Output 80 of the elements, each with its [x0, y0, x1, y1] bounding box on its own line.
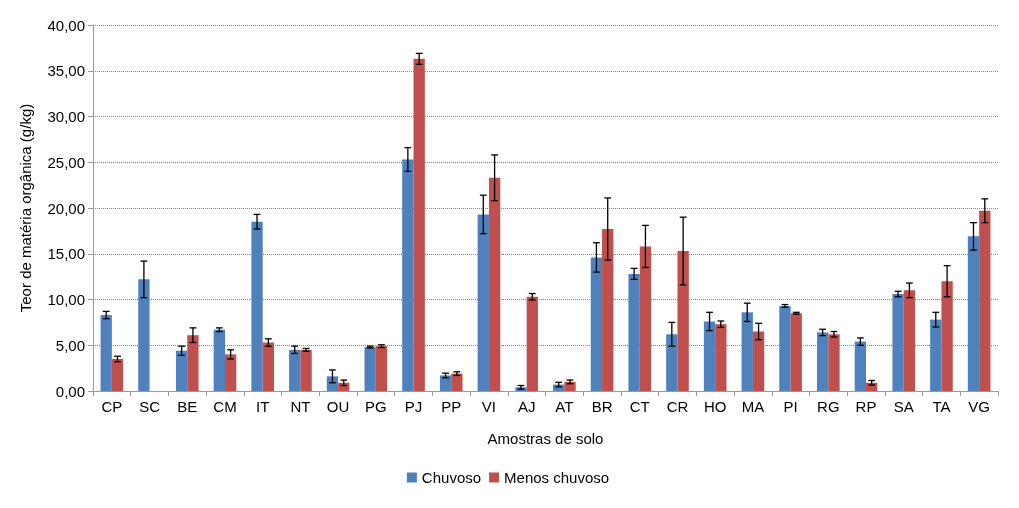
- x-tick-label: VG: [968, 398, 990, 415]
- y-tick-label: 15,00: [47, 245, 85, 263]
- bar: [930, 319, 942, 391]
- x-tick-label: CM: [213, 398, 237, 415]
- bar: [402, 159, 414, 391]
- x-tick-label: BE: [177, 398, 198, 415]
- bar: [666, 334, 678, 391]
- bar: [187, 335, 199, 391]
- bar: [892, 294, 904, 391]
- bar: [903, 290, 916, 391]
- bar: [289, 349, 301, 391]
- bar: [628, 273, 640, 391]
- y-tick-label: 20,00: [47, 199, 85, 217]
- bar: [817, 332, 829, 391]
- bar: [715, 324, 727, 391]
- x-tick-label: OU: [326, 398, 350, 415]
- x-tick-label: AT: [555, 398, 574, 415]
- y-tick-label: 30,00: [47, 108, 85, 125]
- bar: [413, 58, 425, 391]
- bar: [439, 375, 452, 391]
- x-tick-label: VI: [481, 398, 497, 415]
- x-tick-label: IT: [256, 398, 270, 415]
- x-tick-label: PP: [441, 398, 462, 415]
- bar: [564, 381, 576, 391]
- y-tick-label: 10,00: [47, 291, 85, 308]
- y-tick-label: 0,00: [55, 382, 85, 400]
- x-tick-label: HO: [703, 398, 727, 415]
- bar: [100, 315, 112, 391]
- y-tick-label: 25,00: [47, 153, 85, 171]
- bar: [741, 312, 753, 391]
- bar: [854, 341, 867, 391]
- bar: [752, 331, 765, 391]
- x-tick-label: BR: [591, 398, 613, 415]
- bar: [941, 281, 953, 391]
- bar: [251, 221, 263, 391]
- x-tick-label: TA: [932, 398, 951, 415]
- bar: [602, 229, 614, 391]
- y-tick-label: 40,00: [47, 16, 85, 34]
- x-tick-label: CT: [629, 398, 650, 415]
- bar: [364, 347, 376, 391]
- bar: [967, 236, 980, 391]
- bar: [779, 305, 791, 391]
- bar: [326, 376, 339, 391]
- bar: [262, 342, 274, 391]
- bar: [828, 334, 840, 391]
- bar: [639, 246, 652, 391]
- bar: [451, 373, 463, 391]
- bar: [300, 349, 312, 391]
- x-tick-label: MA: [741, 398, 765, 415]
- bar: [526, 296, 538, 391]
- bar: [590, 257, 603, 391]
- bar: [213, 329, 225, 391]
- bar: [175, 350, 188, 391]
- x-tick-label: PI: [783, 398, 798, 415]
- bar: [477, 214, 489, 391]
- bar: [979, 210, 991, 391]
- x-tick-label: RG: [817, 398, 840, 415]
- bar: [790, 313, 802, 391]
- x-tick-label: PG: [364, 398, 387, 415]
- legend-label: Menos chuvoso: [504, 469, 610, 486]
- x-tick-label: AJ: [517, 398, 536, 415]
- x-tick-label: NT: [290, 398, 311, 415]
- bar: [488, 177, 501, 391]
- x-tick-label: RP: [855, 398, 877, 415]
- bar: [677, 251, 689, 391]
- y-tick-label: 5,00: [55, 336, 85, 354]
- x-axis-title: Amostras de solo: [487, 430, 604, 447]
- x-tick-label: CP: [101, 398, 123, 415]
- bar: [375, 346, 388, 391]
- y-axis-title: Teor de matéria orgânica (g/kg): [17, 103, 34, 313]
- legend-label: Chuvoso: [421, 469, 482, 486]
- bar: [224, 354, 237, 391]
- x-tick-label: CR: [666, 398, 689, 415]
- y-tick-label: 35,00: [47, 62, 85, 80]
- bar: [111, 358, 124, 391]
- x-tick-label: SA: [893, 398, 914, 415]
- bar: [703, 321, 716, 391]
- x-tick-label: SC: [139, 398, 161, 415]
- bar: [138, 279, 150, 391]
- x-tick-label: PJ: [404, 398, 423, 415]
